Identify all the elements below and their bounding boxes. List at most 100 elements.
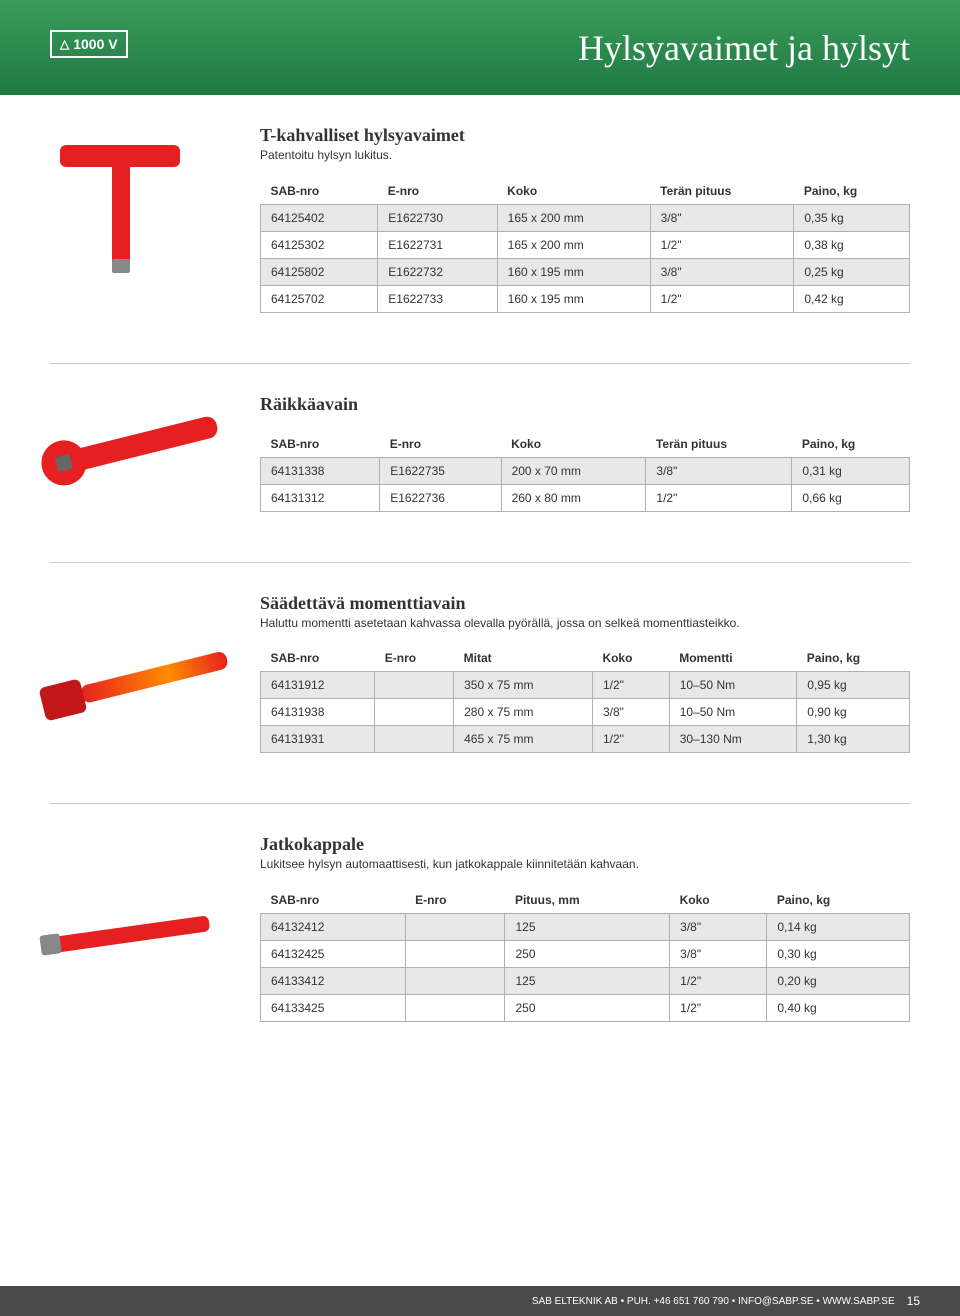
table-header-cell: SAB-nro: [261, 887, 406, 914]
table-row: 64125802E1622732160 x 195 mm3/8"0,25 kg: [261, 258, 910, 285]
table-row: 64132412 1253/8"0,14 kg: [261, 913, 910, 940]
section-divider: [50, 562, 910, 563]
section-divider: [50, 803, 910, 804]
table-header-cell: E-nro: [380, 431, 501, 458]
table-cell: 250: [505, 940, 670, 967]
table-header-cell: E-nro: [375, 645, 454, 672]
table-row: 64131338E1622735200 x 70 mm3/8"0,31 kg: [261, 457, 910, 484]
table-cell: 1/2": [646, 484, 792, 511]
table-header-cell: Terän pituus: [650, 178, 794, 205]
section-title: Säädettävä momenttiavain: [260, 593, 910, 614]
table-cell: 0,30 kg: [767, 940, 910, 967]
table-cell: 64132412: [261, 913, 406, 940]
table-cell: 64131938: [261, 699, 375, 726]
table-cell: 0,20 kg: [767, 967, 910, 994]
table-header-cell: Koko: [670, 887, 767, 914]
table-cell: 64133412: [261, 967, 406, 994]
table-cell: 125: [505, 913, 670, 940]
table-row: 64125702E1622733160 x 195 mm1/2"0,42 kg: [261, 285, 910, 312]
table-cell: 30–130 Nm: [669, 726, 797, 753]
table-cell: 260 x 80 mm: [501, 484, 646, 511]
product-table: SAB-nroE-nroMitatKokoMomenttiPaino, kg64…: [260, 645, 910, 753]
table-header-cell: Paino, kg: [797, 645, 910, 672]
table-row: 64125302E1622731165 x 200 mm1/2"0,38 kg: [261, 231, 910, 258]
table-cell: 10–50 Nm: [669, 672, 797, 699]
table-cell: 1/2": [650, 231, 794, 258]
table-row: 64131938 280 x 75 mm3/8"10–50 Nm0,90 kg: [261, 699, 910, 726]
product-table: SAB-nroE-nroPituus, mmKokoPaino, kg64132…: [260, 887, 910, 1022]
table-row: 641334121251/2"0,20 kg: [261, 967, 910, 994]
table-row: 641334252501/2"0,40 kg: [261, 994, 910, 1021]
table-cell: 0,90 kg: [797, 699, 910, 726]
table-cell: [405, 994, 505, 1021]
table-cell: 0,14 kg: [767, 913, 910, 940]
table-cell: 64131931: [261, 726, 375, 753]
table-cell: E1622736: [380, 484, 501, 511]
product-image: [40, 135, 240, 255]
table-cell: 3/8": [670, 913, 767, 940]
table-cell: 1,30 kg: [797, 726, 910, 753]
page-title: Hylsyavaimet ja hylsyt: [578, 27, 910, 69]
table-header-cell: SAB-nro: [261, 178, 378, 205]
table-header-cell: Koko: [497, 178, 650, 205]
table-cell: [375, 672, 454, 699]
table-cell: 0,95 kg: [797, 672, 910, 699]
table-cell: 0,35 kg: [794, 204, 910, 231]
table-cell: 3/8": [650, 204, 794, 231]
table-cell: E1622730: [378, 204, 497, 231]
table-header-cell: E-nro: [378, 178, 497, 205]
page-footer: SAB ELTEKNIK AB • PUH. +46 651 760 790 •…: [0, 1286, 960, 1316]
product-section: Säädettävä momenttiavainHaluttu momentti…: [50, 593, 910, 754]
table-cell: 1/2": [592, 672, 669, 699]
page-number: 15: [907, 1294, 920, 1308]
table-row: 64131312E1622736260 x 80 mm1/2"0,66 kg: [261, 484, 910, 511]
table-cell: 200 x 70 mm: [501, 457, 646, 484]
table-cell: [405, 913, 505, 940]
table-cell: [405, 940, 505, 967]
table-cell: 350 x 75 mm: [454, 672, 593, 699]
table-cell: 64131338: [261, 457, 380, 484]
table-cell: 280 x 75 mm: [454, 699, 593, 726]
content-area: T-kahvalliset hylsyavaimetPatentoitu hyl…: [0, 95, 960, 1022]
table-header-cell: Momentti: [669, 645, 797, 672]
table-cell: 0,31 kg: [792, 457, 910, 484]
table-cell: 0,38 kg: [794, 231, 910, 258]
table-cell: 465 x 75 mm: [454, 726, 593, 753]
table-cell: 64131912: [261, 672, 375, 699]
table-cell: 160 x 195 mm: [497, 258, 650, 285]
section-title: Räikkäavain: [260, 394, 910, 415]
table-header-cell: Pituus, mm: [505, 887, 670, 914]
section-title: Jatkokappale: [260, 834, 910, 855]
table-cell: 125: [505, 967, 670, 994]
table-header-cell: Paino, kg: [767, 887, 910, 914]
table-cell: 3/8": [650, 258, 794, 285]
product-image: [40, 894, 240, 916]
section-description: Lukitsee hylsyn automaattisesti, kun jat…: [260, 857, 910, 873]
table-cell: [405, 967, 505, 994]
table-cell: 3/8": [646, 457, 792, 484]
table-header-cell: SAB-nro: [261, 431, 380, 458]
product-section: Jatkokappale Lukitsee hylsyn automaattise…: [50, 834, 910, 1022]
product-section: T-kahvalliset hylsyavaimetPatentoitu hyl…: [50, 125, 910, 313]
table-cell: 3/8": [592, 699, 669, 726]
table-cell: 165 x 200 mm: [497, 231, 650, 258]
product-image: [40, 633, 240, 673]
table-cell: 0,66 kg: [792, 484, 910, 511]
table-cell: E1622735: [380, 457, 501, 484]
table-header-cell: Terän pituus: [646, 431, 792, 458]
table-cell: 64131312: [261, 484, 380, 511]
table-row: 64131931465 x 75 mm1/2"30–130 Nm1,30 kg: [261, 726, 910, 753]
table-cell: 64125302: [261, 231, 378, 258]
table-cell: 10–50 Nm: [669, 699, 797, 726]
table-header-cell: Paino, kg: [794, 178, 910, 205]
section-divider: [50, 363, 910, 364]
table-cell: E1622732: [378, 258, 497, 285]
table-cell: 64132425: [261, 940, 406, 967]
table-cell: 64133425: [261, 994, 406, 1021]
table-cell: 0,42 kg: [794, 285, 910, 312]
table-cell: [375, 726, 454, 753]
table-cell: 250: [505, 994, 670, 1021]
table-cell: E1622733: [378, 285, 497, 312]
table-cell: 160 x 195 mm: [497, 285, 650, 312]
table-row: 64131912 350 x 75 mm1/2"10–50 Nm0,95 kg: [261, 672, 910, 699]
